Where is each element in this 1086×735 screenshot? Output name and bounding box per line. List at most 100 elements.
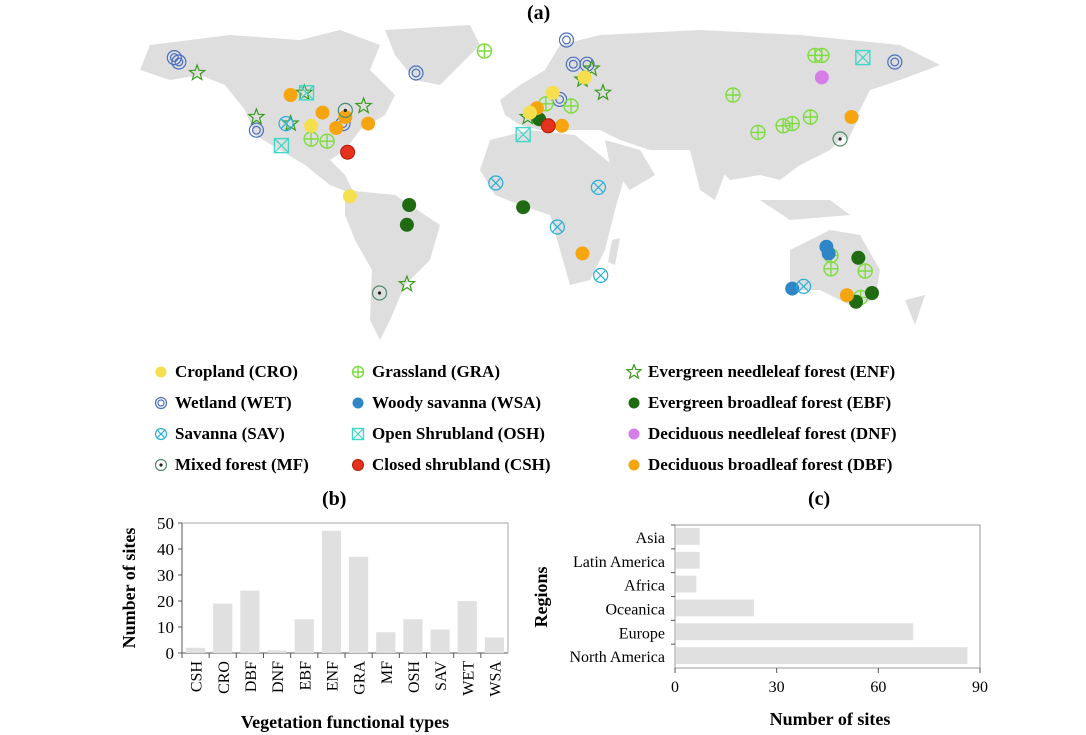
square-x-icon bbox=[351, 427, 365, 441]
panel-a-label: (a) bbox=[527, 2, 551, 24]
site-marker-gra bbox=[476, 43, 493, 59]
site-marker-sav bbox=[590, 179, 607, 195]
site-marker-enf bbox=[295, 83, 314, 101]
legend-item-enf: Evergreen needleleaf forest (ENF) bbox=[626, 362, 895, 382]
site-marker-sav bbox=[549, 219, 565, 235]
site-marker-gra bbox=[563, 98, 579, 114]
site-marker-csh bbox=[340, 144, 356, 160]
site-marker-cro bbox=[577, 70, 592, 85]
site-marker-cro bbox=[523, 105, 537, 120]
y-axis-label-c: Regions bbox=[531, 566, 551, 627]
site-marker-enf bbox=[354, 96, 373, 114]
site-marker-cro bbox=[342, 189, 357, 204]
site-marker-dbf bbox=[283, 88, 298, 102]
site-marker-gra bbox=[750, 124, 766, 141]
legend-item-wet: Wetland (WET) bbox=[153, 393, 292, 413]
site-marker-sav bbox=[795, 278, 812, 294]
new-zealand bbox=[905, 295, 925, 325]
site-marker-wet bbox=[166, 49, 182, 66]
x-axis-label-b: Vegetation functional types bbox=[241, 712, 449, 732]
site-marker-cro bbox=[304, 118, 319, 133]
legend-label: Closed shrubland (CSH) bbox=[372, 455, 551, 474]
site-marker-enf bbox=[593, 83, 613, 101]
bar-sav bbox=[430, 629, 450, 653]
site-marker-wet bbox=[408, 65, 424, 81]
site-marker-dbf bbox=[315, 105, 330, 120]
bar-ebf bbox=[294, 619, 314, 653]
site-marker-wet bbox=[887, 54, 903, 70]
legend-label: Mixed forest (MF) bbox=[175, 455, 309, 474]
site-marker-gra bbox=[802, 109, 819, 125]
world-map bbox=[140, 25, 940, 340]
y-axis-label-b: Number of sites bbox=[119, 528, 139, 649]
filled-circle-icon bbox=[352, 397, 364, 409]
region-label: Europe bbox=[619, 625, 665, 642]
legend-label: Evergreen broadleaf forest (EBF) bbox=[648, 393, 892, 412]
legend-label: Cropland (CRO) bbox=[175, 362, 298, 381]
site-marker-gra bbox=[784, 115, 800, 132]
circle-plus-icon bbox=[351, 365, 365, 379]
site-marker-mf bbox=[832, 131, 848, 147]
india bbox=[690, 150, 730, 200]
filled-circle-icon bbox=[628, 428, 640, 440]
bar-asia bbox=[676, 528, 700, 545]
bar-osh bbox=[403, 619, 423, 653]
bar-oceanica bbox=[676, 599, 754, 617]
site-marker-enf bbox=[582, 58, 601, 77]
bar-dbf bbox=[240, 590, 260, 653]
bar-europe bbox=[676, 623, 914, 641]
uk bbox=[515, 90, 528, 112]
panel-b-label: (b) bbox=[322, 488, 347, 510]
site-marker-mf bbox=[337, 102, 353, 119]
site-marker-wet bbox=[248, 122, 264, 138]
star-icon bbox=[626, 364, 642, 380]
site-marker-sav bbox=[278, 115, 294, 132]
legend-item-wsa: Woody savanna (WSA) bbox=[350, 393, 541, 413]
bar-latin-america bbox=[676, 551, 700, 569]
site-marker-enf bbox=[281, 113, 300, 132]
panel-c-label: (c) bbox=[808, 488, 831, 510]
double-circle-icon bbox=[154, 396, 168, 410]
bar-wet bbox=[457, 601, 477, 653]
legend-item-dbf: Deciduous broadleaf forest (DBF) bbox=[626, 455, 892, 475]
bar-africa bbox=[676, 575, 697, 593]
legend-label: Open Shrubland (OSH) bbox=[372, 424, 545, 443]
tick-label-wsa: WSA bbox=[487, 661, 504, 697]
site-marker-dnf bbox=[814, 70, 829, 85]
x-tick-30: 30 bbox=[769, 679, 785, 696]
site-marker-ebf bbox=[865, 286, 879, 300]
site-marker-gra bbox=[303, 131, 319, 147]
site-marker-osh bbox=[273, 137, 290, 154]
circle-x-icon bbox=[154, 427, 168, 441]
site-marker-sav bbox=[593, 267, 609, 283]
legend-label: Deciduous broadleaf forest (DBF) bbox=[648, 455, 893, 474]
bar-wsa bbox=[484, 637, 504, 653]
x-tick-60: 60 bbox=[870, 679, 886, 696]
region-label: Asia bbox=[636, 530, 665, 547]
legend-item-osh: Open Shrubland (OSH) bbox=[350, 424, 545, 444]
y-tick-30: 30 bbox=[157, 566, 174, 585]
site-marker-sav bbox=[488, 175, 504, 191]
site-marker-gra bbox=[725, 87, 741, 103]
tick-label-ebf: EBF bbox=[297, 661, 314, 690]
tick-label-osh: OSH bbox=[406, 661, 423, 693]
site-marker-wet bbox=[171, 54, 187, 70]
se-asia-islands bbox=[760, 200, 850, 220]
x-tick-0: 0 bbox=[671, 679, 679, 696]
tick-label-dnf: DNF bbox=[270, 661, 287, 693]
legend-item-dnf: Deciduous needleleaf forest (DNF) bbox=[626, 424, 897, 444]
bar-gra bbox=[349, 556, 369, 653]
legend-item-sav: Savanna (SAV) bbox=[153, 424, 285, 444]
x-axis-label-c: Number of sites bbox=[770, 709, 891, 729]
site-marker-osh bbox=[515, 126, 531, 143]
australia bbox=[790, 230, 880, 305]
madagascar bbox=[608, 238, 620, 265]
site-marker-gra bbox=[319, 133, 335, 149]
site-marker-osh bbox=[298, 85, 315, 101]
region-label: Latin America bbox=[573, 554, 665, 571]
site-marker-enf bbox=[187, 63, 207, 81]
region-label: Africa bbox=[624, 578, 665, 595]
site-marker-wet bbox=[558, 32, 575, 48]
tick-label-cro: CRO bbox=[216, 661, 233, 694]
bar-enf bbox=[321, 530, 341, 653]
